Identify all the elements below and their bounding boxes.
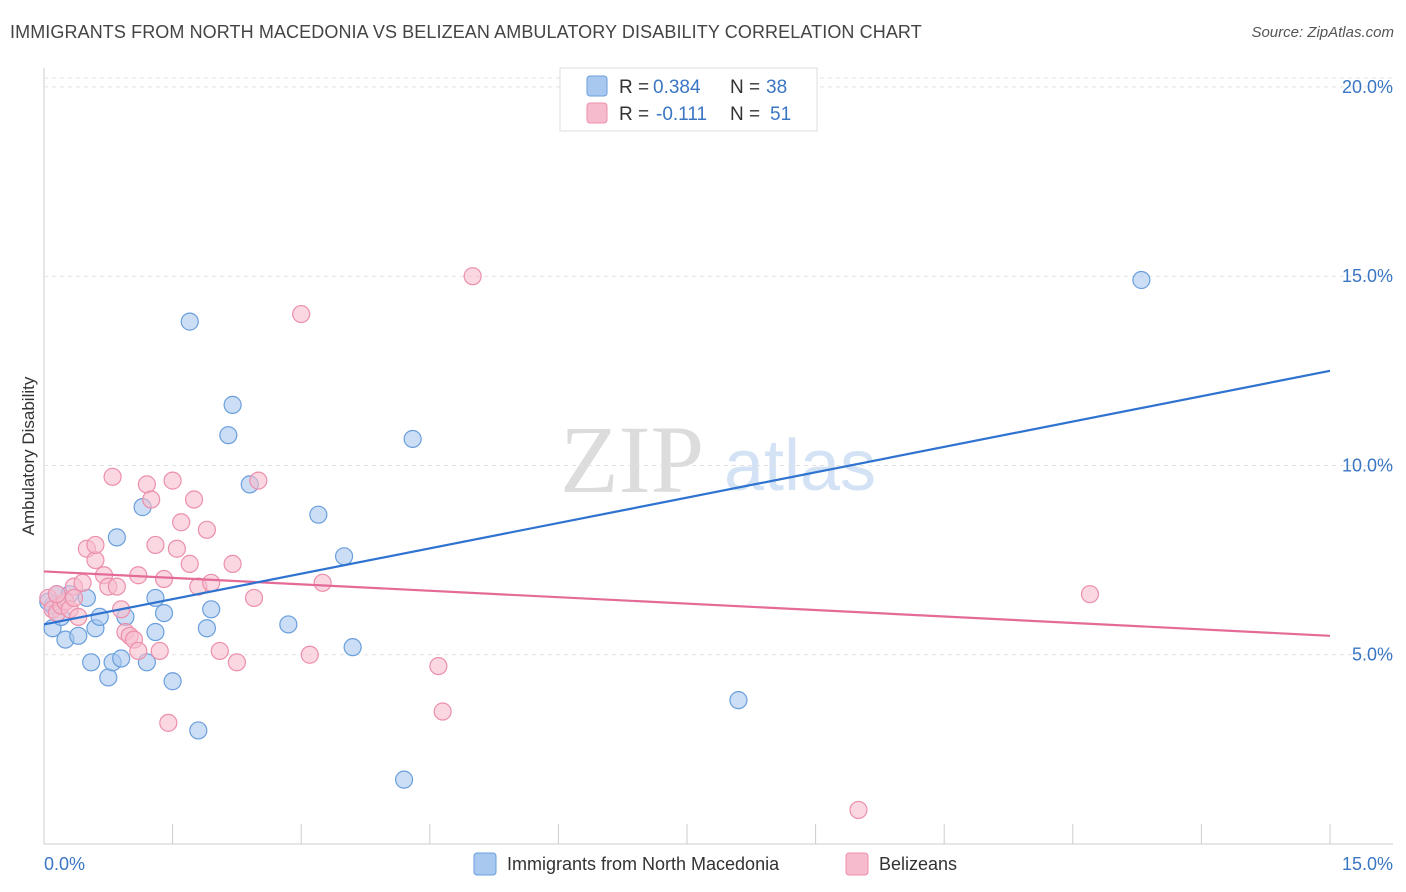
point-belizeans [313, 573, 332, 592]
point-north-macedonia [99, 668, 118, 687]
point-north-macedonia [334, 547, 354, 566]
legend-r-value-blue: 0.384 [653, 77, 701, 98]
point-belizeans [433, 702, 452, 721]
point-north-macedonia [343, 638, 362, 657]
point-belizeans [180, 554, 199, 573]
point-belizeans [154, 569, 174, 589]
legend-swatch-pink [586, 102, 608, 124]
point-belizeans [64, 588, 84, 608]
bottom-legend-label-pink: Belizeans [879, 854, 957, 874]
point-north-macedonia [154, 603, 174, 623]
point-belizeans [142, 490, 161, 509]
bottom-legend-swatch-pink [845, 852, 869, 876]
point-north-macedonia [729, 691, 748, 710]
legend-r-value-pink: -0.111 [656, 104, 707, 125]
point-belizeans [202, 573, 221, 592]
point-belizeans [86, 550, 105, 570]
watermark-zip: ZIP [560, 406, 704, 513]
point-belizeans [172, 513, 191, 532]
point-north-macedonia [394, 770, 414, 789]
bottom-legend-swatch-blue [473, 852, 497, 876]
point-belizeans [86, 535, 105, 555]
point-belizeans [129, 641, 148, 661]
legend-box: R = 0.384 N = 38 R = -0.111 N = 51 [559, 67, 818, 132]
point-north-macedonia [197, 619, 216, 638]
point-belizeans [73, 573, 92, 592]
point-belizeans [849, 800, 868, 820]
y-tick-label: 15.0% [1342, 266, 1393, 286]
y-axis-title: Ambulatory Disability [19, 376, 38, 535]
point-north-macedonia [180, 312, 199, 331]
point-north-macedonia [107, 528, 126, 547]
point-belizeans [163, 471, 182, 490]
point-belizeans [463, 267, 482, 286]
point-belizeans [103, 467, 122, 486]
point-north-macedonia [112, 649, 131, 668]
point-belizeans [137, 475, 156, 494]
x-tick-label-min: 0.0% [44, 854, 85, 874]
point-north-macedonia [90, 607, 109, 626]
trendline-north-macedonia [43, 369, 1331, 626]
point-belizeans [197, 520, 216, 539]
y-tick-label: 10.0% [1342, 455, 1393, 475]
point-north-macedonia [403, 429, 422, 449]
legend-n-label-blue: N = [730, 77, 760, 98]
legend-r-label-blue: R = [619, 77, 649, 98]
point-north-macedonia [219, 426, 238, 445]
point-north-macedonia [146, 622, 165, 642]
legend-swatch-blue [586, 75, 608, 97]
point-belizeans [107, 577, 126, 596]
point-belizeans [146, 535, 165, 555]
point-belizeans [292, 304, 311, 324]
point-north-macedonia [82, 653, 101, 672]
point-belizeans [429, 656, 448, 676]
legend-n-value-blue: 38 [766, 77, 787, 98]
point-north-macedonia [279, 615, 298, 634]
point-north-macedonia [189, 721, 208, 740]
point-north-macedonia [1132, 270, 1151, 290]
point-belizeans [47, 585, 66, 604]
point-north-macedonia [202, 600, 221, 619]
point-belizeans [249, 471, 268, 490]
y-tick-label: 20.0% [1342, 77, 1393, 97]
point-belizeans [227, 653, 246, 672]
x-tick-label-max: 15.0% [1342, 854, 1393, 874]
point-north-macedonia [69, 626, 88, 645]
point-belizeans [167, 539, 186, 558]
point-belizeans [210, 641, 229, 661]
point-belizeans [159, 713, 178, 732]
point-belizeans [184, 490, 204, 509]
point-north-macedonia [223, 395, 242, 414]
point-belizeans [1080, 585, 1100, 604]
watermark-atlas: atlas [724, 426, 876, 506]
y-tick-label: 5.0% [1352, 645, 1393, 665]
legend-r-label-pink: R = [619, 104, 649, 125]
chart-title: IMMIGRANTS FROM NORTH MACEDONIA VS BELIZ… [10, 22, 922, 42]
chart-source: Source: ZipAtlas.com [1251, 24, 1394, 41]
point-belizeans [150, 641, 169, 661]
point-north-macedonia [163, 672, 182, 691]
point-north-macedonia [309, 505, 328, 524]
point-belizeans [300, 645, 319, 664]
bottom-legend: Immigrants from North Macedonia Belizean… [473, 852, 957, 876]
point-belizeans [223, 554, 242, 573]
legend-n-value-pink: 51 [770, 104, 791, 125]
trendline-belizeans [43, 570, 1331, 637]
bottom-legend-label-blue: Immigrants from North Macedonia [507, 854, 780, 874]
point-belizeans [244, 588, 264, 608]
legend-n-label-pink: N = [730, 104, 760, 125]
